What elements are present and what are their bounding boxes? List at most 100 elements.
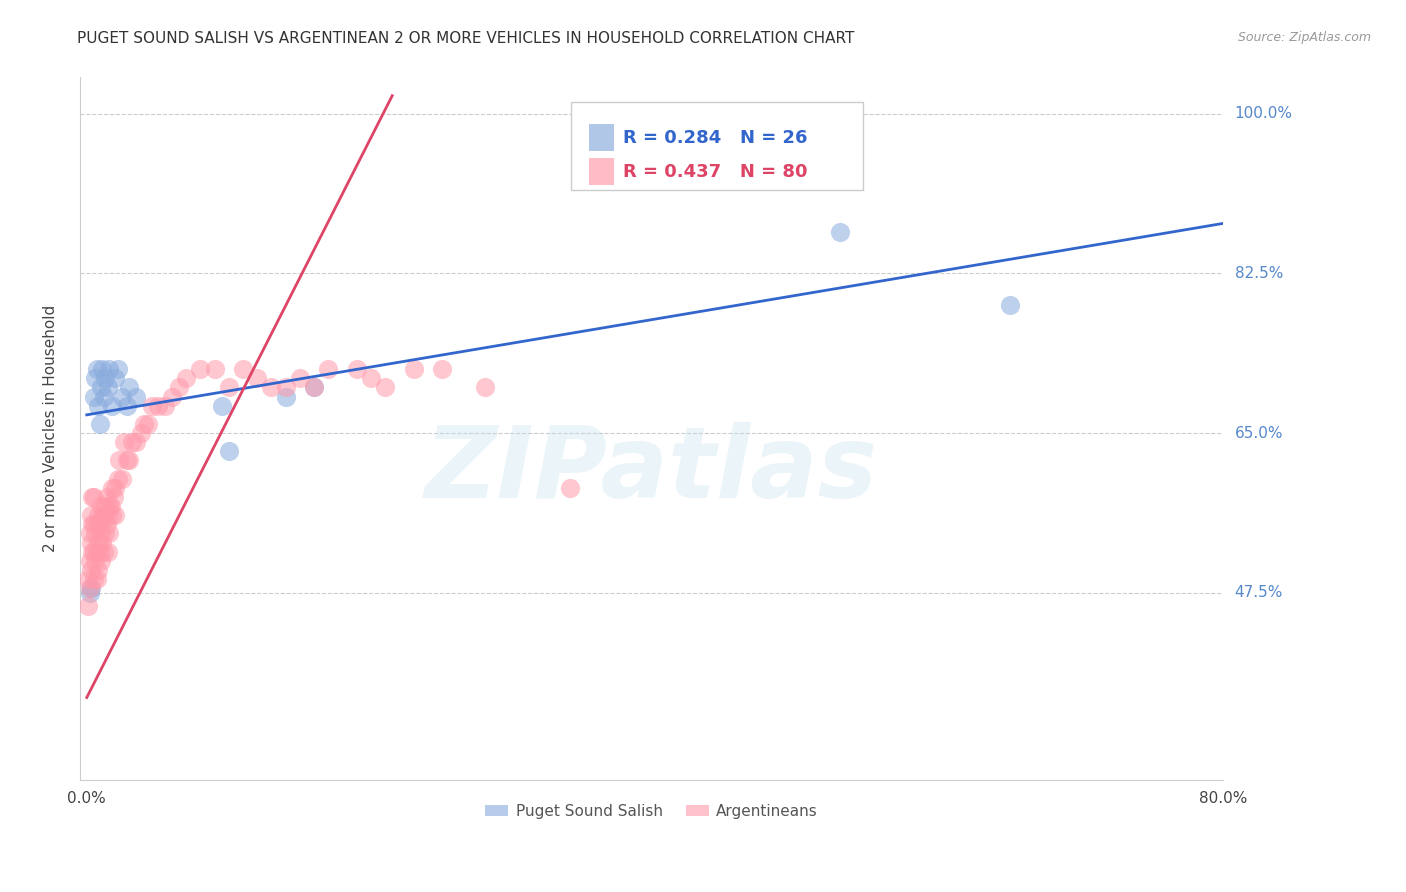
Point	[136, 417, 159, 431]
Point	[87, 535, 110, 549]
Point	[274, 380, 297, 394]
Point	[83, 517, 105, 532]
Point	[86, 517, 108, 532]
Point	[204, 362, 226, 376]
Point	[346, 362, 368, 376]
Point	[232, 362, 254, 376]
Point	[89, 517, 111, 532]
Point	[111, 390, 134, 404]
Point	[125, 390, 148, 404]
Point	[96, 517, 118, 532]
Text: PUGET SOUND SALISH VS ARGENTINEAN 2 OR MORE VEHICLES IN HOUSEHOLD CORRELATION CH: PUGET SOUND SALISH VS ARGENTINEAN 2 OR M…	[77, 31, 855, 46]
Point	[190, 362, 212, 376]
Point	[89, 544, 111, 558]
Point	[107, 472, 129, 486]
Point	[86, 572, 108, 586]
Point	[374, 380, 396, 394]
Point	[98, 499, 121, 513]
FancyBboxPatch shape	[589, 125, 614, 151]
Point	[218, 444, 240, 458]
Point	[167, 380, 190, 394]
Text: R = 0.284   N = 26: R = 0.284 N = 26	[623, 128, 807, 147]
Point	[79, 554, 101, 568]
Point	[94, 371, 117, 385]
Point	[104, 481, 127, 495]
Text: 65.0%: 65.0%	[1234, 425, 1284, 441]
Point	[402, 362, 425, 376]
FancyBboxPatch shape	[589, 159, 614, 185]
Point	[97, 380, 120, 394]
Text: Source: ZipAtlas.com: Source: ZipAtlas.com	[1237, 31, 1371, 45]
Point	[77, 572, 100, 586]
Point	[83, 490, 105, 504]
FancyBboxPatch shape	[571, 102, 863, 190]
Point	[83, 572, 105, 586]
Point	[430, 362, 453, 376]
Point	[288, 371, 311, 385]
Point	[1000, 298, 1022, 312]
Point	[103, 490, 125, 504]
Point	[141, 399, 163, 413]
Point	[218, 380, 240, 394]
Point	[84, 554, 107, 568]
Point	[108, 453, 131, 467]
Point	[318, 362, 340, 376]
Point	[79, 526, 101, 541]
Point	[174, 371, 197, 385]
Point	[101, 481, 124, 495]
Point	[86, 362, 108, 376]
Point	[82, 490, 104, 504]
Point	[94, 526, 117, 541]
Point	[111, 472, 134, 486]
Text: 82.5%: 82.5%	[1234, 266, 1282, 281]
Point	[93, 544, 115, 558]
Text: ZIPatlas: ZIPatlas	[425, 422, 879, 519]
Point	[118, 453, 141, 467]
Point	[87, 508, 110, 523]
Point	[97, 508, 120, 523]
Point	[558, 481, 581, 495]
Point	[87, 563, 110, 577]
Point	[79, 585, 101, 599]
Point	[91, 535, 114, 549]
Point	[101, 508, 124, 523]
Point	[474, 380, 496, 394]
Point	[121, 435, 143, 450]
Point	[84, 526, 107, 541]
Point	[90, 499, 112, 513]
Point	[90, 554, 112, 568]
Point	[90, 526, 112, 541]
Point	[82, 544, 104, 558]
Point	[98, 526, 121, 541]
Point	[84, 371, 107, 385]
Point	[302, 380, 325, 394]
Point	[96, 490, 118, 504]
Point	[77, 599, 100, 614]
Point	[83, 544, 105, 558]
Point	[302, 380, 325, 394]
Point	[87, 399, 110, 413]
Point	[104, 371, 127, 385]
Point	[100, 499, 122, 513]
Text: R = 0.437   N = 80: R = 0.437 N = 80	[623, 162, 807, 181]
Point	[104, 508, 127, 523]
Point	[146, 399, 169, 413]
Point	[79, 581, 101, 595]
Point	[90, 380, 112, 394]
Legend: Puget Sound Salish, Argentineans: Puget Sound Salish, Argentineans	[479, 797, 824, 824]
Point	[91, 362, 114, 376]
Point	[115, 453, 138, 467]
Point	[828, 226, 851, 240]
Text: 100.0%: 100.0%	[1234, 106, 1292, 121]
Point	[132, 417, 155, 431]
Point	[83, 390, 105, 404]
Point	[93, 508, 115, 523]
Point	[80, 508, 103, 523]
Point	[274, 390, 297, 404]
Point	[80, 535, 103, 549]
Point	[246, 371, 269, 385]
Point	[82, 517, 104, 532]
Point	[93, 390, 115, 404]
Point	[91, 508, 114, 523]
Point	[98, 362, 121, 376]
